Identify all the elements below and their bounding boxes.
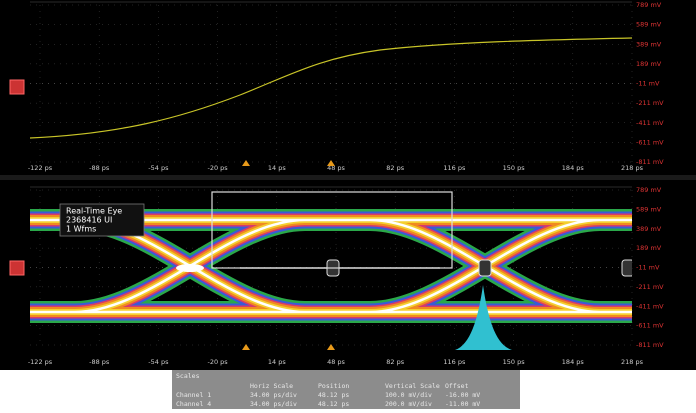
x-tick-label: 218 ps xyxy=(621,358,644,366)
x-tick-label: 14 ps xyxy=(268,358,286,366)
x-tick-label: 184 ps xyxy=(562,164,585,172)
scales-cell: 48.12 ps xyxy=(318,400,349,408)
scales-cell: 34.00 ps/div xyxy=(250,400,297,408)
scales-background xyxy=(172,370,520,409)
x-tick-label: 48 ps xyxy=(327,358,345,366)
x-tick-label: -122 ps xyxy=(28,164,53,172)
y-tick-label: -611 mV xyxy=(636,322,664,330)
scales-column: Offset xyxy=(445,382,469,390)
y-tick-label: -211 mV xyxy=(636,99,664,107)
x-tick-label: 82 ps xyxy=(386,358,404,366)
x-tick-label: 116 ps xyxy=(443,358,466,366)
scales-column: Vertical Scale xyxy=(385,382,440,390)
y-tick-label: 789 mV xyxy=(636,1,662,9)
channel-marker[interactable] xyxy=(9,260,25,276)
x-tick-label: -88 ps xyxy=(89,164,110,172)
x-tick-label: -20 ps xyxy=(207,358,228,366)
y-tick-label: -211 mV xyxy=(636,283,664,291)
y-tick-label: -411 mV xyxy=(636,119,664,127)
x-tick-label: 14 ps xyxy=(268,164,286,172)
scales-cell: 48.12 ps xyxy=(318,391,349,399)
x-tick-label: -122 ps xyxy=(28,358,53,366)
y-tick-label: 589 mV xyxy=(636,21,662,29)
eye-label: 2368416 UI xyxy=(66,216,112,225)
x-tick-label: 150 ps xyxy=(503,358,526,366)
scales-cell: 100.0 mV/div xyxy=(385,391,432,399)
y-tick-label: -811 mV xyxy=(636,158,664,166)
zoom-box xyxy=(211,191,453,269)
y-tick-label: -611 mV xyxy=(636,138,664,146)
x-tick-label: 218 ps xyxy=(621,164,644,172)
y-tick-label: -411 mV xyxy=(636,302,664,310)
x-tick-label: 184 ps xyxy=(562,358,585,366)
scales-cell: Channel 1 xyxy=(176,391,211,399)
scales-column: Horiz Scale xyxy=(250,382,293,390)
cursor-handle xyxy=(478,259,492,277)
y-tick-label: 189 mV xyxy=(636,244,662,252)
x-tick-label: 116 ps xyxy=(443,164,466,172)
y-tick-label: 789 mV xyxy=(636,186,662,194)
y-tick-label: 389 mV xyxy=(636,225,662,233)
y-tick-label: -811 mV xyxy=(636,341,664,349)
scales-column: Position xyxy=(318,382,349,390)
eye-label: Real-Time Eye xyxy=(66,207,122,216)
channel-marker[interactable] xyxy=(9,79,25,95)
scales-panel: Scales Horiz Scale Position Vertical Scale O… xyxy=(172,370,520,409)
jitter-histogram xyxy=(455,285,512,350)
y-tick-label: 189 mV xyxy=(636,60,662,68)
panel-divider xyxy=(0,175,696,180)
scales-cell: -16.00 mV xyxy=(445,391,480,399)
scales-cell: 34.00 ps/div xyxy=(250,391,297,399)
x-tick-label: 48 ps xyxy=(327,164,345,172)
x-tick-label: -20 ps xyxy=(207,164,228,172)
cursor-handle xyxy=(621,259,632,277)
eye-diagram xyxy=(30,209,632,350)
crossing-hot xyxy=(176,264,204,272)
scales-cell: Channel 4 xyxy=(176,400,211,408)
x-tick-label: -54 ps xyxy=(148,164,169,172)
y-tick-label: -11 mV xyxy=(636,264,660,272)
scales-cell: 200.0 mV/div xyxy=(385,400,432,408)
x-tick-label: -88 ps xyxy=(89,358,110,366)
scales-cell: -11.00 mV xyxy=(445,400,480,408)
x-tick-label: 82 ps xyxy=(386,164,404,172)
eye-label-box xyxy=(59,203,145,237)
eye-label: 1 Wfms xyxy=(66,225,96,234)
y-tick-label: 589 mV xyxy=(636,205,662,213)
y-tick-label: 389 mV xyxy=(636,40,662,48)
x-tick-label: 150 ps xyxy=(503,164,526,172)
y-tick-label: -11 mV xyxy=(636,80,660,88)
x-tick-label: -54 ps xyxy=(148,358,169,366)
scales-title: Scales xyxy=(176,372,200,380)
waveform-trace xyxy=(29,37,633,139)
eye-layers xyxy=(30,209,632,350)
